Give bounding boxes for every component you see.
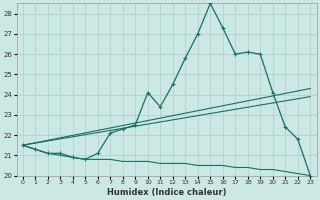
X-axis label: Humidex (Indice chaleur): Humidex (Indice chaleur) [107, 188, 226, 197]
